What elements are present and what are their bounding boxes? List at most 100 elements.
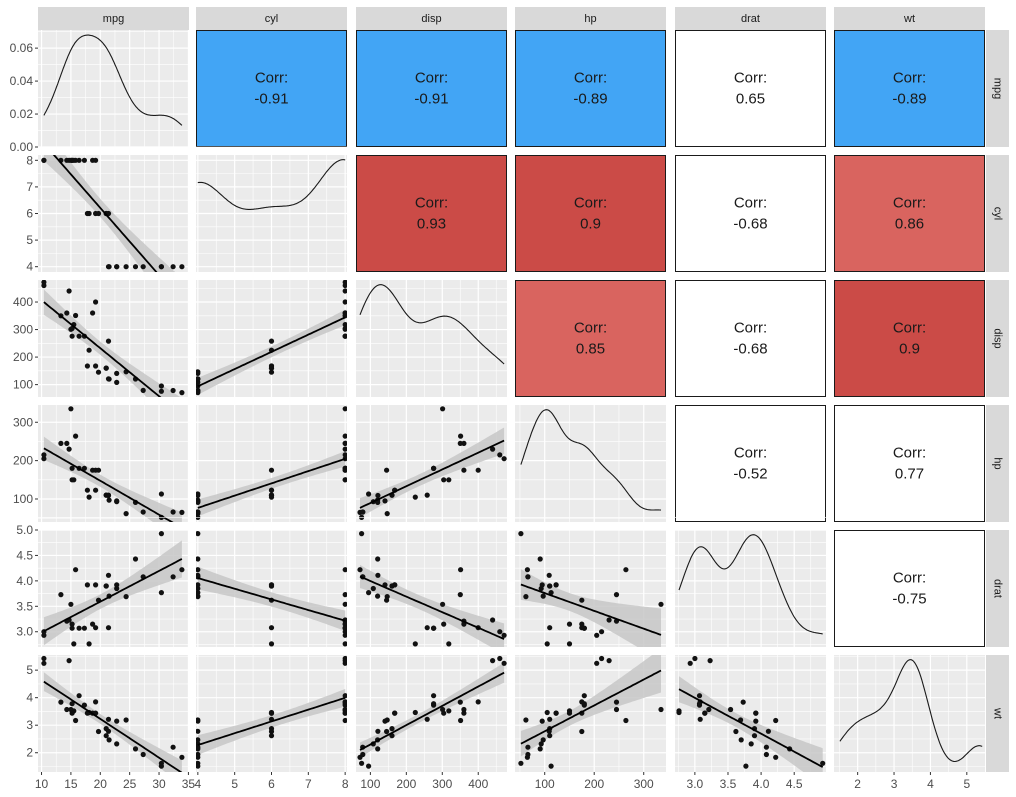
regression-line bbox=[520, 583, 662, 636]
data-point bbox=[375, 572, 381, 578]
data-point bbox=[623, 567, 629, 573]
x-tick-label: 4.0 bbox=[753, 777, 770, 791]
data-point bbox=[375, 556, 381, 562]
corr-label: Corr: bbox=[255, 70, 288, 87]
data-point bbox=[765, 728, 772, 734]
data-point bbox=[606, 617, 612, 623]
panel-bg bbox=[834, 655, 985, 772]
data-point bbox=[501, 632, 507, 638]
y-tick-label: 100 bbox=[13, 492, 33, 506]
corr-label: Corr: bbox=[893, 70, 926, 87]
y-tick-label: 0.06 bbox=[10, 41, 34, 55]
data-point bbox=[384, 467, 390, 473]
data-point bbox=[342, 717, 347, 724]
data-point bbox=[93, 487, 99, 493]
data-point bbox=[375, 728, 381, 734]
data-point bbox=[140, 751, 146, 758]
x-tick-label: 3.0 bbox=[687, 777, 704, 791]
y-tick-label: 4 bbox=[26, 260, 33, 274]
data-point bbox=[93, 625, 99, 631]
panel-hp-mpg bbox=[38, 402, 190, 522]
panel-drat-drat bbox=[675, 516, 826, 647]
y-tick-label: 200 bbox=[13, 350, 33, 364]
x-tick-label: 300 bbox=[432, 777, 452, 791]
x-axis-cyl: 4 5 6 7 8 bbox=[194, 772, 349, 791]
data-point bbox=[105, 338, 112, 344]
corr-label: Corr: bbox=[893, 570, 926, 587]
column-strip-label: mpg bbox=[103, 13, 124, 25]
data-point bbox=[95, 369, 102, 375]
data-point bbox=[342, 706, 347, 713]
row-strip-label: disp bbox=[992, 328, 1004, 348]
column-strip-bg bbox=[675, 7, 826, 30]
data-point bbox=[523, 717, 529, 723]
data-point bbox=[170, 574, 176, 580]
data-point bbox=[342, 433, 347, 439]
panel-hp-cyl bbox=[196, 402, 347, 522]
data-point bbox=[763, 744, 770, 750]
data-point bbox=[501, 660, 507, 666]
data-point bbox=[412, 709, 418, 716]
data-point bbox=[123, 594, 129, 600]
row-strip-label: wt bbox=[992, 707, 1004, 719]
data-point bbox=[518, 760, 524, 766]
data-point bbox=[196, 499, 201, 505]
regression-line bbox=[359, 439, 505, 509]
regression-line bbox=[359, 575, 505, 640]
data-point bbox=[342, 452, 347, 458]
column-strip-bg bbox=[196, 7, 347, 30]
data-point bbox=[384, 510, 390, 517]
data-point bbox=[599, 655, 605, 662]
data-point bbox=[753, 718, 759, 724]
x-tick-label: 200 bbox=[396, 777, 416, 791]
y-tick-label: 2 bbox=[26, 746, 33, 760]
corr-label: Corr: bbox=[893, 445, 926, 462]
x-tick-label: 4 bbox=[194, 777, 201, 791]
data-point bbox=[547, 625, 553, 631]
data-point bbox=[497, 629, 503, 635]
data-point bbox=[658, 601, 664, 607]
row-strip-label: drat bbox=[992, 579, 1004, 598]
column-strip-bg bbox=[515, 7, 666, 30]
data-point bbox=[66, 446, 72, 452]
data-point bbox=[392, 710, 398, 716]
data-point bbox=[658, 706, 664, 713]
data-point bbox=[64, 440, 70, 446]
y-tick-label: 0.00 bbox=[10, 140, 34, 154]
data-point bbox=[375, 746, 381, 752]
data-point bbox=[446, 641, 452, 647]
data-point bbox=[490, 658, 496, 664]
data-point bbox=[375, 492, 381, 499]
data-point bbox=[179, 754, 185, 760]
data-point bbox=[773, 717, 779, 724]
data-point bbox=[440, 406, 446, 412]
panel-mpg-hp: Corr: -0.89 bbox=[515, 30, 666, 147]
data-point bbox=[566, 641, 573, 647]
data-point bbox=[773, 754, 779, 760]
panel-cyl-drat: Corr: -0.68 bbox=[675, 155, 826, 272]
data-point bbox=[268, 733, 275, 739]
panel-bg bbox=[675, 530, 826, 647]
x-tick-label: 2 bbox=[854, 777, 861, 791]
column-strip-drat: drat bbox=[675, 7, 826, 30]
column-strip-label: hp bbox=[584, 13, 596, 25]
data-point bbox=[696, 693, 703, 699]
corr-value: -0.91 bbox=[254, 91, 288, 108]
data-point bbox=[268, 494, 275, 500]
data-point bbox=[103, 733, 109, 739]
row-strip-bg bbox=[986, 280, 1009, 397]
data-point bbox=[342, 322, 347, 328]
corr-label: Corr: bbox=[734, 320, 767, 337]
corr-value: -0.52 bbox=[733, 466, 767, 483]
data-point bbox=[366, 590, 372, 596]
data-point bbox=[539, 582, 545, 588]
data-point bbox=[86, 494, 92, 500]
data-point bbox=[594, 660, 600, 666]
panel-drat-hp bbox=[515, 516, 666, 647]
data-point bbox=[64, 310, 70, 316]
data-point bbox=[553, 582, 559, 588]
data-point bbox=[497, 452, 503, 458]
x-tick-label: 15 bbox=[64, 777, 78, 791]
corr-value: -0.91 bbox=[414, 91, 448, 108]
regression-line bbox=[197, 316, 346, 388]
